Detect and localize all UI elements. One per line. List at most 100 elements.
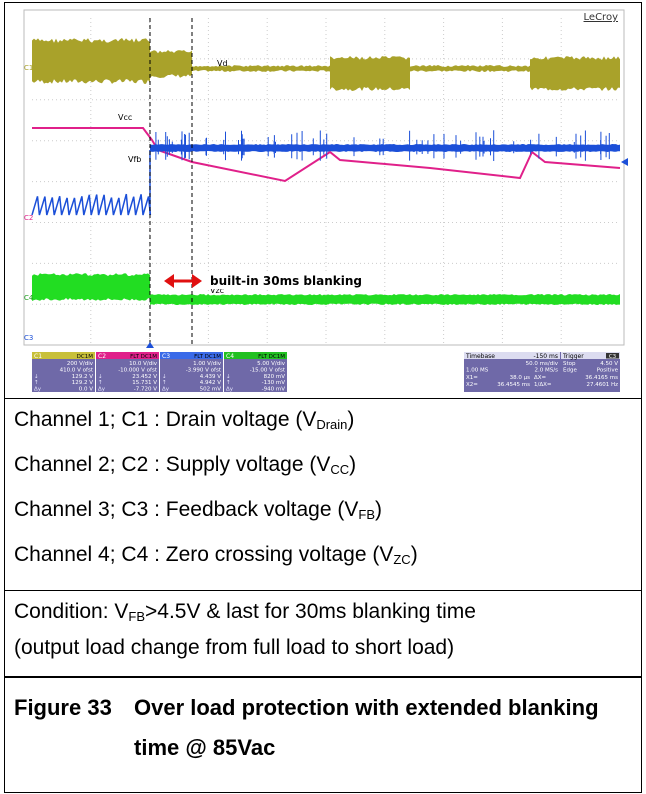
panel-symbol: ↓ [226,373,231,380]
panel-value: 23.452 V [132,374,157,380]
panel-value: -10.000 V ofst [118,367,158,373]
panel-symbol: ↑ [98,379,103,386]
subscript: FB [128,609,146,624]
cursor-label: 1/ΔX= [534,382,552,388]
panel-symbol: ↑ [226,379,231,386]
trace [150,294,620,305]
caption-label: Figure 33 [14,695,112,720]
panel-value: 4.50 V [600,361,618,367]
panel-value: 502 mV [200,387,222,393]
panel-name: C1 [34,353,42,360]
cursor-value: 36.4545 ms [497,382,530,388]
panel-value: 0.0 V [79,387,93,393]
channel-line: Channel 4; C4 : Zero crossing voltage (V… [14,543,418,567]
panel-value: 50.0 ms/div [526,361,559,367]
text: Channel 4; C4 : Zero crossing voltage (V [14,543,394,566]
panel-value: 5.00 V/div [257,361,286,367]
trace [31,193,152,216]
panel-head [96,352,159,359]
panel-symbol: Δy [98,387,106,393]
text: Channel 2; C2 : Supply voltage (V [14,453,331,476]
panel-badge: C3 [609,354,617,360]
panel-value: 10.0 V/div [129,361,158,367]
panel-value: 2.0 MS/s [535,367,559,373]
caption: Figure 33 Over load protection with exten… [14,688,634,768]
panel-head [224,352,287,359]
waveforms [31,38,621,305]
panel-name: C3 [162,353,170,360]
text: ) [347,408,355,431]
panel-badge: FLT DC1M [194,354,221,360]
panel-value: -940 mV [262,387,286,393]
text: ) [375,498,382,521]
text: >4.5V & last for 30ms blanking time [145,600,476,623]
scope-screen: LeCroy Vd Vcc Vfb Vzc C1 C2 C4 C3 built-… [23,9,628,393]
subscript: Drain [316,417,348,432]
brand: LeCroy [584,12,619,23]
panel-value: -130 mV [262,380,286,386]
panel-name: C2 [98,353,106,360]
panel-symbol: ↓ [34,373,39,380]
panel-value: 4.439 V [200,374,221,380]
channel-line: Channel 3; C3 : Feedback voltage (VFB) [14,498,382,522]
trace [155,130,610,161]
subscript: CC [330,462,350,477]
panel-symbol: 1.00 MS [466,367,489,373]
trace [330,56,410,91]
trace [410,65,530,72]
cursor-label: X1= [466,375,478,381]
panel-badge: FLT DC1M [258,354,285,360]
panel-symbol: ↑ [162,379,167,386]
separator [4,676,642,678]
panel-value: -150 ms [534,353,559,360]
channel-line: Channel 2; C2 : Supply voltage (VCC) [14,453,356,477]
cursor-label: ΔX= [534,375,547,381]
panel-value: -15.00 V ofst [250,367,286,373]
trace [32,273,150,301]
text: ) [410,543,418,566]
panel-value: 4.942 V [200,380,221,386]
panel-symbol: ↑ [34,379,39,386]
panel-name: Trigger [562,353,584,360]
channel-tag: C1 [24,64,33,72]
panel-value: 129.2 V [72,380,93,386]
panel-badge: FLT DC1M [130,354,157,360]
subscript: FB [358,507,375,522]
caption-title: Over load protection with extended blank… [134,695,599,760]
text: ) [349,453,357,476]
panel-value: -3.990 V ofst [186,367,222,373]
trigger-marker [146,342,154,348]
panel-badge-bg [606,353,619,359]
panel-value: 820 mV [264,374,286,380]
trace-label: Vzc [210,286,224,295]
text: Condition: V [14,600,129,623]
panel-head [32,352,95,359]
panel-symbol: Δy [34,387,42,393]
panel-value: 15.731 V [132,380,157,386]
panel-value: Positive [597,367,619,373]
trace [32,38,150,84]
panel-symbol: Δy [226,387,234,393]
trace [192,65,330,72]
panel-symbol: Δy [162,387,170,393]
panel-value: -7.720 V [134,387,157,393]
subscript: ZC [393,552,411,567]
panel-head [160,352,223,359]
trace [150,50,192,78]
separator [4,590,642,591]
annotation: built-in 30ms blanking [210,274,362,288]
channel-tag: C2 [24,214,33,222]
panel-badge: DC1M [77,354,94,360]
cursor-value: 36.4165 ms [585,375,618,381]
table-frame [4,2,642,793]
annotation-bg [206,271,382,289]
text: Channel 1; C1 : Drain voltage (V [14,408,317,431]
condition-line: (output load change from full load to sh… [14,636,455,659]
panel-symbol: ↓ [98,373,103,380]
trace [150,144,620,152]
cursor-value: 27.4601 Hz [586,382,618,388]
trace [32,127,621,183]
panel-head [464,352,560,359]
panel-symbol: ↓ [162,373,167,380]
channel-tag: C4 [24,294,34,302]
